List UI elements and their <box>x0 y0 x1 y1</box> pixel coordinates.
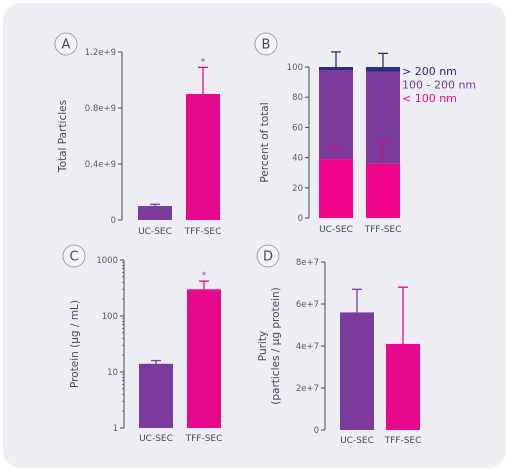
y-axis-title: Percent of total <box>259 102 271 182</box>
bar <box>340 312 374 430</box>
legend-entry: > 200 nm <box>402 65 457 78</box>
y-axis-title: Total Particles <box>57 100 69 173</box>
y-tick-label: 60 <box>292 123 303 133</box>
y-tick-label: 100 <box>102 312 118 322</box>
y-tick-label: 20 <box>292 184 303 194</box>
x-category-label: UC-SEC <box>319 225 353 235</box>
stacked-bar-segment <box>319 67 353 71</box>
significance-marker: * <box>201 57 205 67</box>
x-category-label: TFF-SEC <box>364 225 402 235</box>
y-tick-label: 80 <box>292 93 303 103</box>
y-axis-title: Protein (µg / mL) <box>69 300 81 388</box>
y-tick-label: 1 <box>113 424 118 434</box>
stacked-bar-segment <box>366 163 400 218</box>
y-tick-label: 1000 <box>96 256 118 266</box>
legend-entry: 100 - 200 nm <box>402 79 476 92</box>
x-category-label: TFF-SEC <box>185 434 223 444</box>
y-tick-label: 0 <box>111 216 116 226</box>
figure-background <box>3 3 506 468</box>
y-tick-label: 40 <box>292 154 303 164</box>
bar <box>186 94 220 220</box>
x-category-label: UC-SEC <box>139 434 173 444</box>
panel-label-circle <box>256 244 280 268</box>
panel-label: D <box>263 250 273 265</box>
panel-label: B <box>262 38 271 53</box>
y-tick-label: 2e+7 <box>296 384 319 394</box>
y-tick-label: 8e+7 <box>296 258 319 268</box>
stacked-bar-segment <box>319 70 353 160</box>
y-tick-label: 0.4e+9 <box>85 160 116 170</box>
bar <box>386 343 420 430</box>
stacked-bar-segment <box>366 67 400 72</box>
panel-label-circle <box>254 32 278 56</box>
y-tick-label: 0 <box>314 426 319 436</box>
x-category-label: TFF-SEC <box>184 227 222 237</box>
x-category-label: UC-SEC <box>138 227 172 237</box>
x-category-label: UC-SEC <box>340 436 374 446</box>
panel-label-circle <box>54 32 78 56</box>
bar <box>139 363 173 428</box>
y-tick-label: 6e+7 <box>296 300 319 310</box>
y-tick-label: 1.2e+9 <box>85 48 116 58</box>
y-tick-label: 4e+7 <box>296 342 319 352</box>
legend-entry: < 100 nm <box>402 92 457 105</box>
bar <box>138 206 172 220</box>
bar <box>187 289 221 428</box>
panel-label: A <box>62 38 71 53</box>
y-tick-label: 0 <box>298 214 303 224</box>
significance-marker: * <box>202 271 206 281</box>
panel-label-circle <box>62 244 86 268</box>
y-tick-label: 100 <box>287 63 303 73</box>
y-axis-title: Purity(particles / µg protein) <box>257 287 282 404</box>
y-tick-label: 0.8e+9 <box>85 104 116 114</box>
panel-label: C <box>69 250 78 265</box>
stacked-bar-segment <box>319 159 353 218</box>
x-category-label: TFF-SEC <box>384 436 422 446</box>
y-tick-label: 10 <box>107 368 118 378</box>
